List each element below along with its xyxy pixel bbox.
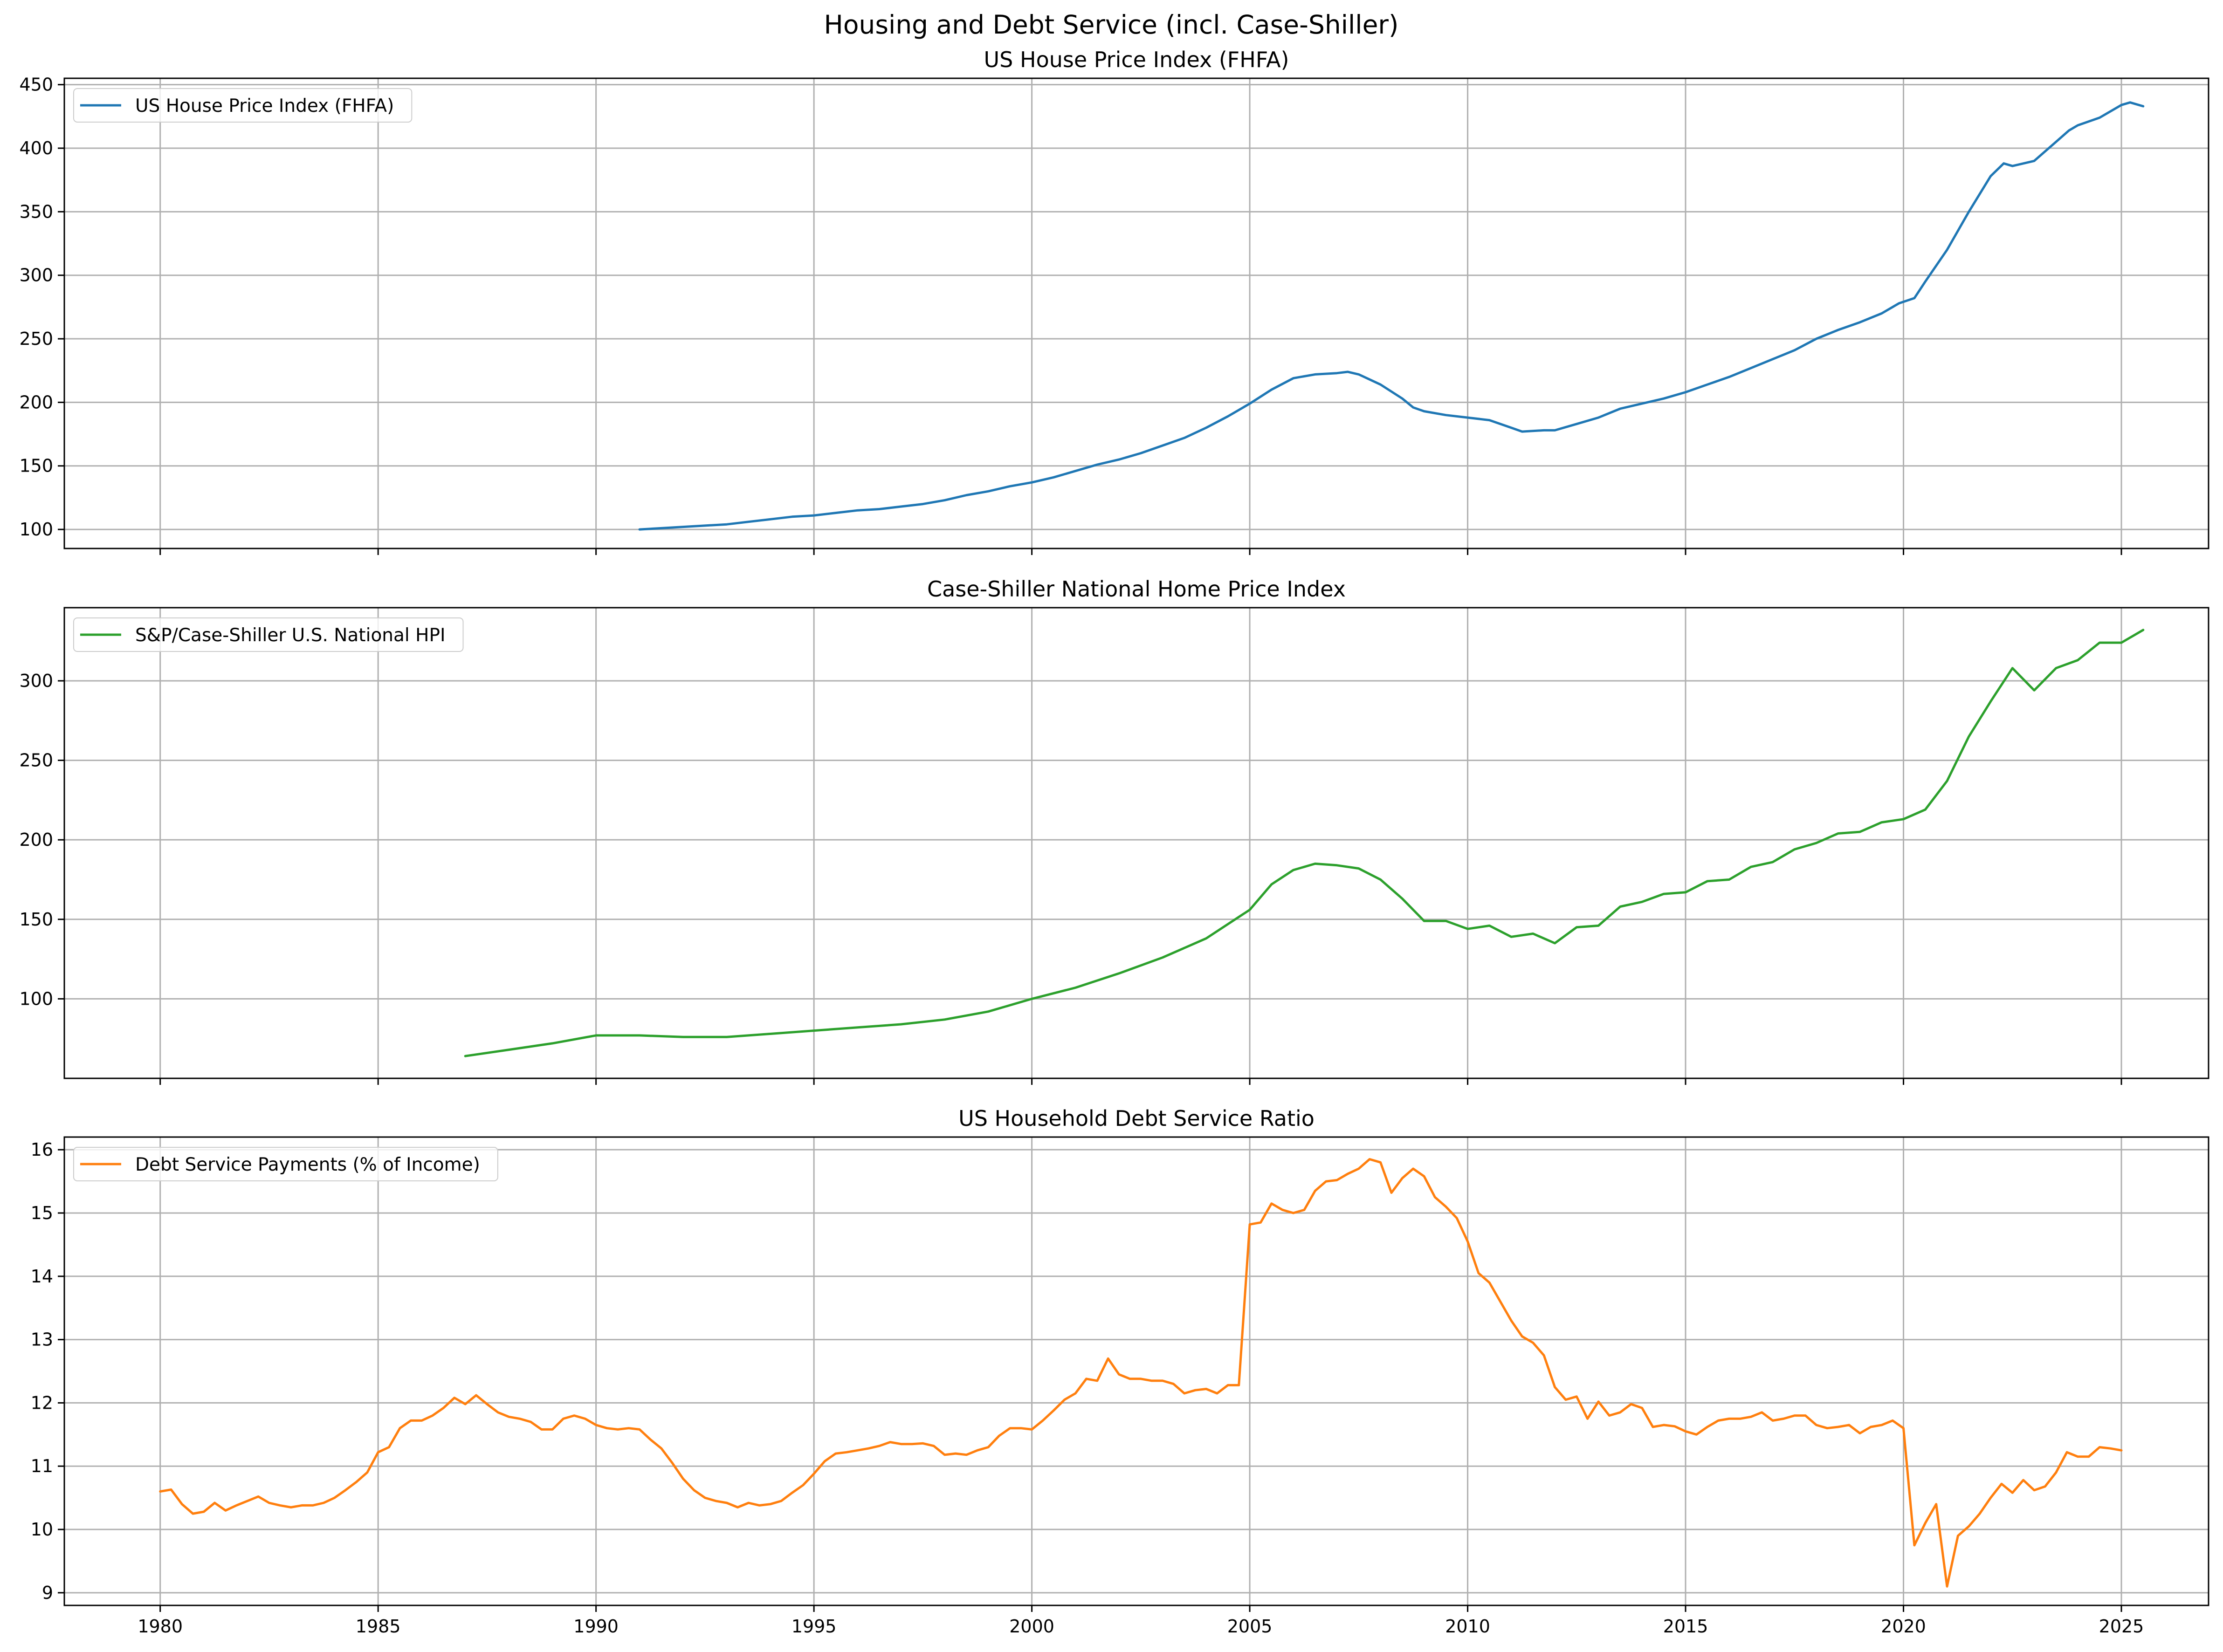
x-tick-label-2010: 2010 [1445, 1616, 1490, 1637]
case-shiller-panel-title: Case-Shiller National Home Price Index [927, 576, 1346, 602]
debt-service-y-tick-label-14: 14 [31, 1266, 53, 1287]
fhfa-legend-label: US House Price Index (FHFA) [135, 96, 394, 117]
case-shiller-ticks: 100 150 200 250 300 [19, 671, 2122, 1085]
fhfa-panel: US House Price Index (FHFA) 100 150 200 250… [19, 47, 2209, 555]
case-shiller-y-tick-label-100: 100 [19, 988, 53, 1009]
fhfa-ticks: 100 150 200 250 300 350 400 450 [19, 75, 2122, 555]
fhfa-legend-box [73, 88, 413, 123]
x-tick-label-2020: 2020 [1881, 1616, 1926, 1637]
case-shiller-y-tick-label-200: 200 [19, 829, 53, 850]
debt-service-y-tick-label-12: 12 [31, 1392, 53, 1413]
debt-service-series-line [159, 1158, 2123, 1588]
x-tick-label-2025: 2025 [2099, 1616, 2144, 1637]
debt-service-y-tick-label-13: 13 [31, 1330, 53, 1350]
debt-service-y-tick-label-9: 9 [42, 1583, 53, 1603]
debt-service-panel-title: US Household Debt Service Ratio [958, 1106, 1315, 1131]
fhfa-series [638, 101, 2145, 531]
debt-service-legend: Debt Service Payments (% of Income) [73, 1147, 498, 1181]
fhfa-y-tick-label-350: 350 [19, 201, 53, 222]
debt-service-y-tick-label-15: 15 [31, 1203, 53, 1223]
figure-title: Housing and Debt Service (incl. Case-Shi… [824, 10, 1399, 40]
fhfa-panel-title: US House Price Index (FHFA) [984, 47, 1289, 72]
fhfa-y-tick-label-100: 100 [19, 519, 53, 540]
case-shiller-axes-frame [63, 607, 2209, 1079]
fhfa-y-tick-label-450: 450 [19, 75, 53, 95]
case-shiller-legend-box [73, 617, 464, 652]
fhfa-y-tick-label-300: 300 [19, 265, 53, 286]
case-shiller-grid [64, 608, 2209, 1078]
fhfa-y-tick-label-400: 400 [19, 138, 53, 158]
case-shiller-legend-label: S&P/Case-Shiller U.S. National HPI [135, 625, 446, 646]
debt-service-series [159, 1158, 2123, 1588]
case-shiller-panel: Case-Shiller National Home Price Index 1… [19, 576, 2209, 1085]
debt-service-ticks: 1980 1985 1990 1995 2000 2005 2010 2015 2020 2025… [31, 1139, 2144, 1637]
debt-service-legend-label: Debt Service Payments (% of Income) [135, 1154, 480, 1175]
fhfa-axes-frame [63, 77, 2209, 549]
fhfa-series-line [638, 101, 2145, 531]
debt-service-grid [64, 1137, 2209, 1605]
debt-service-panel: US Household Debt Service Ratio 1980 1985… [31, 1106, 2209, 1637]
debt-service-axes-frame [63, 1136, 2209, 1606]
case-shiller-series [464, 629, 2145, 1057]
fhfa-y-tick-label-200: 200 [19, 392, 53, 412]
x-tick-label-1990: 1990 [573, 1616, 619, 1637]
x-tick-label-2000: 2000 [1009, 1616, 1054, 1637]
debt-service-y-tick-label-16: 16 [31, 1139, 53, 1160]
debt-service-y-tick-label-10: 10 [31, 1519, 53, 1540]
case-shiller-y-tick-label-250: 250 [19, 750, 53, 771]
case-shiller-y-tick-label-300: 300 [19, 671, 53, 691]
x-tick-label-1980: 1980 [138, 1616, 183, 1637]
fhfa-legend: US House Price Index (FHFA) [73, 88, 413, 123]
debt-service-y-tick-label-11: 11 [31, 1456, 53, 1476]
fhfa-grid [64, 78, 2209, 548]
fhfa-y-tick-label-250: 250 [19, 329, 53, 349]
debt-service-legend-box [73, 1147, 498, 1181]
x-tick-label-2015: 2015 [1663, 1616, 1708, 1637]
fhfa-y-tick-label-150: 150 [19, 456, 53, 476]
x-tick-label-1995: 1995 [791, 1616, 837, 1637]
x-tick-label-1985: 1985 [356, 1616, 401, 1637]
case-shiller-legend: S&P/Case-Shiller U.S. National HPI [73, 617, 464, 652]
case-shiller-y-tick-label-150: 150 [19, 909, 53, 930]
x-tick-label-2005: 2005 [1227, 1616, 1273, 1637]
case-shiller-series-line [464, 629, 2145, 1057]
